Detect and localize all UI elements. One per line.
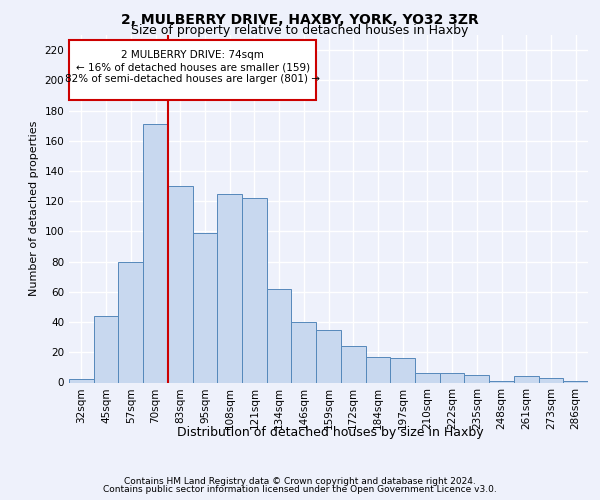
Bar	[193, 233, 217, 382]
Bar	[390, 358, 415, 382]
Bar	[217, 194, 242, 382]
Bar	[539, 378, 563, 382]
Bar	[415, 374, 440, 382]
Bar	[70, 40, 316, 100]
Bar	[464, 375, 489, 382]
Bar	[316, 330, 341, 382]
Text: ← 16% of detached houses are smaller (159): ← 16% of detached houses are smaller (15…	[76, 62, 310, 72]
Bar	[563, 381, 588, 382]
Bar	[267, 289, 292, 382]
Text: Size of property relative to detached houses in Haxby: Size of property relative to detached ho…	[131, 24, 469, 37]
Bar	[365, 357, 390, 382]
Bar	[514, 376, 539, 382]
Text: Contains HM Land Registry data © Crown copyright and database right 2024.: Contains HM Land Registry data © Crown c…	[124, 477, 476, 486]
Text: Contains public sector information licensed under the Open Government Licence v3: Contains public sector information licen…	[103, 484, 497, 494]
Bar	[168, 186, 193, 382]
Bar	[292, 322, 316, 382]
Bar	[440, 374, 464, 382]
Bar	[69, 380, 94, 382]
Text: 2 MULBERRY DRIVE: 74sqm: 2 MULBERRY DRIVE: 74sqm	[121, 50, 264, 60]
Bar	[341, 346, 365, 383]
Bar	[118, 262, 143, 382]
Bar	[489, 381, 514, 382]
Text: Distribution of detached houses by size in Haxby: Distribution of detached houses by size …	[176, 426, 484, 439]
Bar	[242, 198, 267, 382]
Text: 2, MULBERRY DRIVE, HAXBY, YORK, YO32 3ZR: 2, MULBERRY DRIVE, HAXBY, YORK, YO32 3ZR	[121, 12, 479, 26]
Y-axis label: Number of detached properties: Number of detached properties	[29, 121, 39, 296]
Text: 82% of semi-detached houses are larger (801) →: 82% of semi-detached houses are larger (…	[65, 74, 320, 85]
Bar	[143, 124, 168, 382]
Bar	[94, 316, 118, 382]
